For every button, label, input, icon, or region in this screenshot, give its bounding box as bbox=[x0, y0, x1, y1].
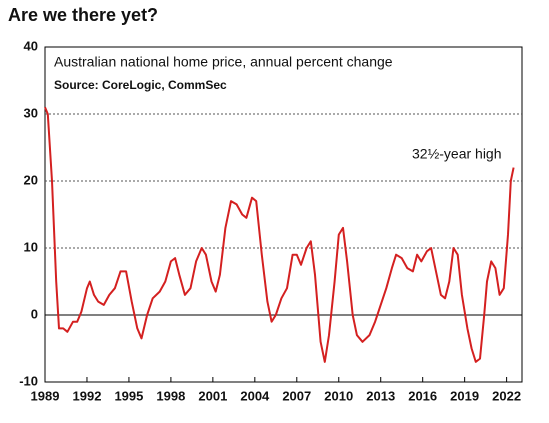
x-tick-label: 2001 bbox=[198, 388, 227, 403]
y-tick-label: 20 bbox=[24, 172, 38, 187]
x-tick-label: 2022 bbox=[492, 388, 521, 403]
x-tick-label: 2004 bbox=[240, 388, 270, 403]
subtitle: Australian national home price, annual p… bbox=[54, 54, 393, 70]
x-tick-label: 2007 bbox=[282, 388, 311, 403]
line bbox=[44, 106, 515, 363]
x-tick-label: 2010 bbox=[324, 388, 353, 403]
source: Source: CoreLogic, CommSec bbox=[54, 78, 227, 92]
x-tick-label: 1989 bbox=[31, 388, 60, 403]
chart-title: Are we there yet? bbox=[8, 5, 158, 25]
x-tick-label: 2016 bbox=[408, 388, 437, 403]
x-tick-label: 1995 bbox=[114, 388, 143, 403]
y-tick-label: -10 bbox=[19, 373, 38, 388]
plot-frame bbox=[44, 46, 523, 383]
x-tick-label: 2013 bbox=[366, 388, 395, 403]
y-tick-label: 10 bbox=[24, 239, 38, 254]
y-tick-label: 30 bbox=[24, 105, 38, 120]
annotation: 32½-year high bbox=[412, 146, 502, 162]
y-tick-label: 40 bbox=[24, 38, 38, 53]
x-tick-label: 2019 bbox=[450, 388, 479, 403]
y-tick-label: 0 bbox=[31, 306, 38, 321]
x-tick-label: 1998 bbox=[156, 388, 185, 403]
x-tick-label: 1992 bbox=[73, 388, 102, 403]
